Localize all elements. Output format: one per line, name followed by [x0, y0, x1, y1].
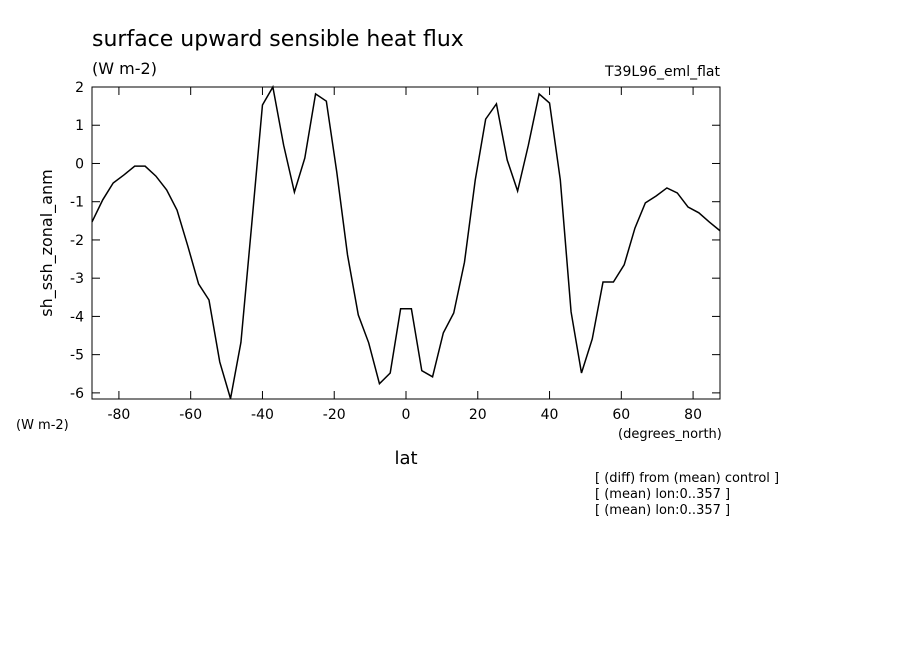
x-axis-label: lat — [394, 448, 417, 469]
dataset-label: T39L96_eml_flat — [604, 64, 721, 80]
x-units: (degrees_north) — [618, 427, 722, 442]
y-tick-label: -5 — [70, 348, 84, 364]
y-axis-label: sh_ssh_zonal_anm — [37, 169, 57, 316]
y-tick-label: -4 — [70, 309, 84, 325]
y-tick-label: -6 — [70, 386, 84, 402]
chart-title: surface upward sensible heat flux — [92, 27, 464, 52]
x-tick-label: 20 — [469, 407, 487, 423]
y-tick-label: -3 — [70, 271, 84, 287]
note: [ (mean) lon:0..357 ] — [595, 487, 730, 502]
x-tick-label: -20 — [323, 407, 346, 423]
x-tick-label: 40 — [541, 407, 559, 423]
y-tick-label: 0 — [75, 156, 84, 172]
x-tick-label: 60 — [612, 407, 630, 423]
x-tick-label: -80 — [107, 407, 130, 423]
y-tick-label: 2 — [75, 80, 84, 96]
note: [ (diff) from (mean) control ] — [595, 471, 779, 486]
x-tick-label: 0 — [402, 407, 411, 423]
x-tick-label: -40 — [251, 407, 274, 423]
y-units: (W m-2) — [16, 418, 69, 433]
x-tick-label: 80 — [684, 407, 702, 423]
chart-subtitle: (W m-2) — [92, 59, 157, 78]
x-tick-label: -60 — [179, 407, 202, 423]
y-tick-label: 1 — [75, 118, 84, 134]
note: [ (mean) lon:0..357 ] — [595, 503, 730, 518]
data-line — [91, 84, 721, 399]
y-tick-label: -2 — [70, 233, 84, 249]
y-tick-label: -1 — [70, 195, 84, 211]
